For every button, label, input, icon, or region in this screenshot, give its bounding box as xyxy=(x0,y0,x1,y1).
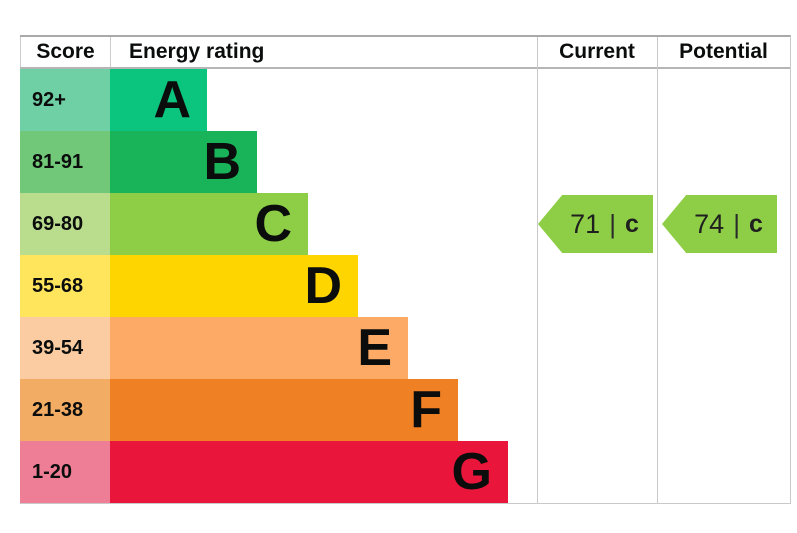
score-range-g: 1-20 xyxy=(20,441,110,503)
band-row-d: 55-68 D xyxy=(20,255,790,317)
rating-bar-f: F xyxy=(110,379,458,441)
rating-bar-b: B xyxy=(110,131,257,193)
current-rating-arrow: 71 | c xyxy=(538,195,653,253)
rating-bar-d: D xyxy=(110,255,358,317)
score-range-e: 39-54 xyxy=(20,317,110,379)
score-range-d: 55-68 xyxy=(20,255,110,317)
band-row-e: 39-54 E xyxy=(20,317,790,379)
band-row-b: 81-91 B xyxy=(20,131,790,193)
band-row-a: 92+ A xyxy=(20,69,790,131)
potential-rating-arrow: 74 | c xyxy=(662,195,777,253)
potential-rating-band-letter: c xyxy=(748,209,763,238)
rating-bar-c: C xyxy=(110,193,308,255)
band-row-f: 21-38 F xyxy=(20,379,790,441)
score-range-a: 92+ xyxy=(20,69,110,131)
current-rating-band-letter: c xyxy=(624,209,639,238)
potential-rating-value: 74 xyxy=(694,208,725,239)
score-range-f: 21-38 xyxy=(20,379,110,441)
epc-chart: Score Energy rating Current Potential 92… xyxy=(20,35,791,504)
potential-rating-separator: | xyxy=(733,208,740,239)
rating-bar-g: G xyxy=(110,441,508,503)
current-column-divider xyxy=(537,37,538,503)
potential-column-divider xyxy=(657,37,658,503)
header-energy-rating: Energy rating xyxy=(110,37,537,67)
score-range-c: 69-80 xyxy=(20,193,110,255)
rating-bar-a: A xyxy=(110,69,207,131)
band-row-g: 1-20 G xyxy=(20,441,790,503)
current-rating-value: 71 xyxy=(570,208,601,239)
header-current: Current xyxy=(559,40,635,63)
band-row-c: 69-80 C xyxy=(20,193,790,255)
score-range-b: 81-91 xyxy=(20,131,110,193)
header-score: Score xyxy=(20,37,110,67)
current-rating-separator: | xyxy=(609,208,616,239)
header-row: Score Energy rating Current Potential xyxy=(20,37,790,69)
header-potential: Potential xyxy=(679,40,768,63)
rating-bar-e: E xyxy=(110,317,408,379)
